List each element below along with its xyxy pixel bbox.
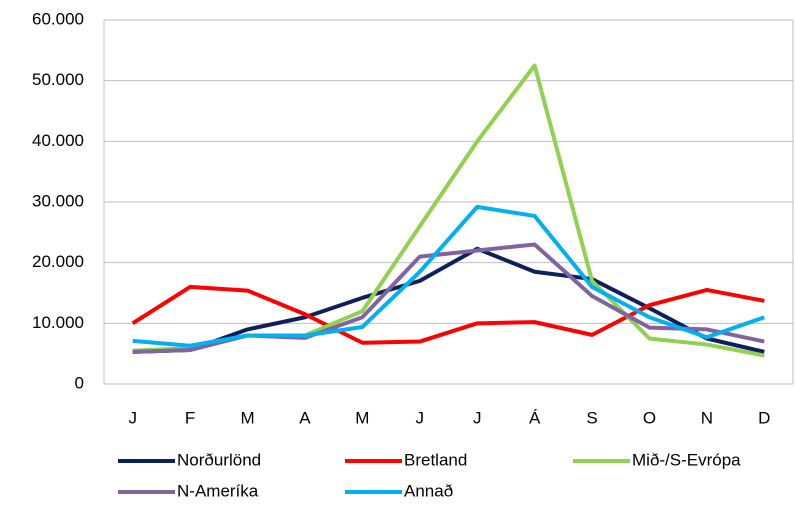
y-tick-label: 50.000 bbox=[32, 70, 84, 89]
x-tick-label: J bbox=[473, 408, 482, 427]
x-tick-label: D bbox=[758, 408, 770, 427]
x-tick-label: J bbox=[128, 408, 137, 427]
legend-label: N-Ameríka bbox=[177, 481, 259, 500]
y-tick-label: 20.000 bbox=[32, 252, 84, 271]
x-tick-label: O bbox=[643, 408, 656, 427]
series-line bbox=[132, 246, 765, 354]
legend-label: Mið-/S-Evrópa bbox=[632, 450, 741, 469]
x-tick-label: Á bbox=[529, 408, 541, 427]
legend-label: Bretland bbox=[404, 450, 467, 469]
x-tick-label: A bbox=[299, 408, 311, 427]
y-tick-label: 10.000 bbox=[32, 313, 84, 332]
y-tick-label: 40.000 bbox=[32, 131, 84, 150]
x-tick-label: M bbox=[355, 408, 369, 427]
x-tick-label: M bbox=[240, 408, 254, 427]
x-tick-label: S bbox=[586, 408, 597, 427]
legend-label: Norðurlönd bbox=[177, 450, 261, 469]
x-tick-label: F bbox=[185, 408, 195, 427]
series-line bbox=[132, 63, 765, 358]
x-tick-label: J bbox=[416, 408, 425, 427]
x-tick-label: N bbox=[701, 408, 713, 427]
y-tick-label: 30.000 bbox=[32, 191, 84, 210]
legend-label: Annað bbox=[404, 481, 453, 500]
y-tick-label: 0 bbox=[75, 373, 84, 392]
series-line bbox=[132, 204, 765, 348]
y-tick-label: 60.000 bbox=[32, 9, 84, 28]
series-line bbox=[131, 284, 765, 345]
